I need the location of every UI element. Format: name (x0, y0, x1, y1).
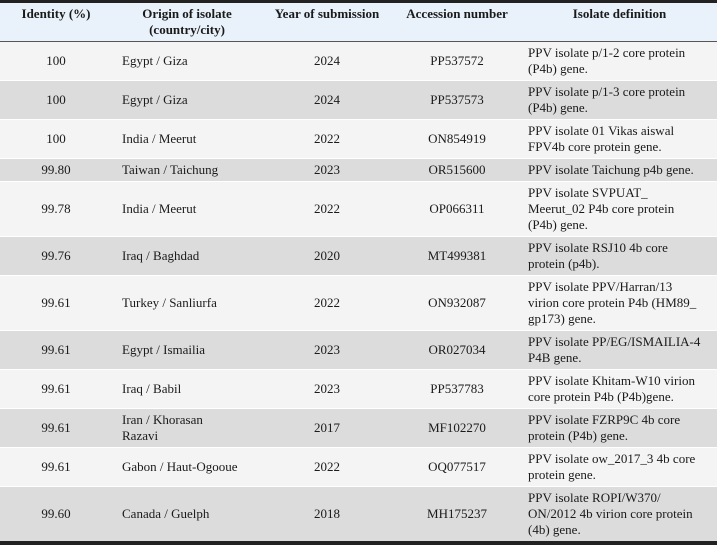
identity-cell: 99.61 (41, 381, 71, 396)
origin-cell: Egypt / Giza (122, 92, 188, 107)
accession-cell: MF102270 (428, 420, 486, 435)
header-accession: Accession number (406, 6, 508, 21)
header-identity: Identity (%) (21, 6, 91, 21)
identity-cell: 99.61 (41, 295, 71, 310)
definition-cell: PPV isolate p/1-2 core protein (P4b) gen… (528, 45, 686, 76)
table-row: 100 Egypt / Giza 2024 PP537572 PPV isolate p… (0, 41, 717, 81)
table-row: 99.61 Egypt / Ismailia 2023 OR027034 PPV iso… (0, 330, 717, 370)
definition-cell: PPV isolate 01 Vikas aiswal FPV4b core p… (528, 123, 675, 154)
table-row: 99.76 Iraq / Baghdad 2020 MT499381 PPV isola… (0, 236, 717, 276)
table-row: 99.61 Iran / Khorasan Razavi 2017 MF102270 P… (0, 408, 717, 448)
table-row: 99.61 Gabon / Haut-Ogooue 2022 OQ077517 PPV … (0, 447, 717, 487)
identity-cell: 99.61 (41, 342, 71, 357)
header-row: Identity (%) Origin of isolate (country/… (0, 1, 717, 42)
definition-cell: PPV isolate ow_2017_3 4b core protein ge… (528, 451, 696, 482)
origin-cell: Egypt / Giza (122, 53, 188, 68)
table-row: 99.60 Canada / Guelph 2018 MH175237 PPV isol… (0, 486, 717, 543)
definition-cell: PPV isolate p/1-3 core protein (P4b) gen… (528, 84, 686, 115)
identity-cell: 99.78 (41, 201, 71, 216)
origin-cell: Gabon / Haut-Ogooue (122, 459, 238, 474)
identity-cell: 99.61 (41, 420, 71, 435)
accession-cell: ON932087 (428, 295, 486, 310)
table-body: 100 Egypt / Giza 2024 PP537572 PPV isolate p… (0, 41, 717, 543)
table-row: 100 India / Meerut 2022 ON854919 PPV isolate… (0, 119, 717, 159)
accession-cell: MT499381 (427, 248, 487, 263)
table-header: Identity (%) Origin of isolate (country/… (0, 1, 717, 42)
year-cell: 2018 (314, 506, 340, 521)
table-row: 99.80 Taiwan / Taichung 2023 OR515600 PPV is… (0, 158, 717, 182)
definition-cell: PPV isolate Khitam-W10 virion core prote… (528, 373, 695, 404)
year-cell: 2022 (314, 295, 340, 310)
definition-cell: PPV isolate ROPI/W370/ ON/2012 4b virion… (528, 490, 693, 537)
accession-cell: OR027034 (428, 342, 486, 357)
table-row: 99.61 Turkey / Sanliurfa 2022 ON932087 PPV i… (0, 275, 717, 331)
definition-cell: PPV isolate PP/EG/ISMAILIA-4 P4B gene. (528, 334, 701, 365)
year-cell: 2022 (314, 201, 340, 216)
accession-cell: PP537573 (430, 92, 484, 107)
origin-cell: India / Meerut (122, 201, 197, 216)
definition-cell: PPV isolate FZRP9C 4b core protein (P4b)… (528, 412, 681, 443)
table-row: 99.78 India / Meerut 2022 OP066311 PPV isola… (0, 181, 717, 237)
identity-cell: 100 (46, 92, 66, 107)
accession-cell: PP537783 (430, 381, 484, 396)
year-cell: 2024 (314, 53, 340, 68)
origin-cell: Egypt / Ismailia (122, 342, 206, 357)
year-cell: 2024 (314, 92, 340, 107)
identity-cell: 99.61 (41, 459, 71, 474)
accession-cell: PP537572 (430, 53, 484, 68)
identity-cell: 100 (46, 131, 66, 146)
definition-cell: PPV isolate Taichung p4b gene. (528, 162, 694, 177)
identity-cell: 99.60 (41, 506, 71, 521)
identity-cell: 99.76 (41, 248, 71, 263)
header-origin: Origin of isolate (country/city) (142, 6, 232, 37)
origin-cell: Iraq / Babil (122, 381, 182, 396)
definition-cell: PPV isolate RSJ10 4b core protein (p4b). (528, 240, 668, 271)
year-cell: 2022 (314, 459, 340, 474)
origin-cell: Iraq / Baghdad (122, 248, 200, 263)
year-cell: 2017 (314, 420, 340, 435)
year-cell: 2022 (314, 131, 340, 146)
year-cell: 2023 (314, 162, 340, 177)
origin-cell: Iran / Khorasan Razavi (122, 412, 203, 443)
accession-cell: ON854919 (428, 131, 486, 146)
header-year: Year of submission (274, 6, 380, 21)
identity-cell: 99.80 (41, 162, 71, 177)
origin-cell: India / Meerut (122, 131, 197, 146)
header-definition: Isolate definition (572, 6, 667, 21)
year-cell: 2020 (314, 248, 340, 263)
accession-cell: OP066311 (429, 201, 485, 216)
origin-cell: Canada / Guelph (122, 506, 210, 521)
origin-cell: Turkey / Sanliurfa (122, 295, 217, 310)
definition-cell: PPV isolate SVPUAT_ Meerut_02 P4b core p… (528, 185, 675, 232)
origin-cell: Taiwan / Taichung (122, 162, 219, 177)
definition-cell: PPV isolate PPV/Harran/13 virion core pr… (528, 279, 697, 326)
accession-cell: MH175237 (427, 506, 487, 521)
table-row: 99.61 Iraq / Babil 2023 PP537783 PPV isolate… (0, 369, 717, 409)
identity-cell: 100 (46, 53, 66, 68)
year-cell: 2023 (314, 342, 340, 357)
table-row: 100 Egypt / Giza 2024 PP537573 PPV isolate p… (0, 80, 717, 120)
accession-cell: OQ077517 (428, 459, 486, 474)
accession-cell: OR515600 (428, 162, 486, 177)
year-cell: 2023 (314, 381, 340, 396)
